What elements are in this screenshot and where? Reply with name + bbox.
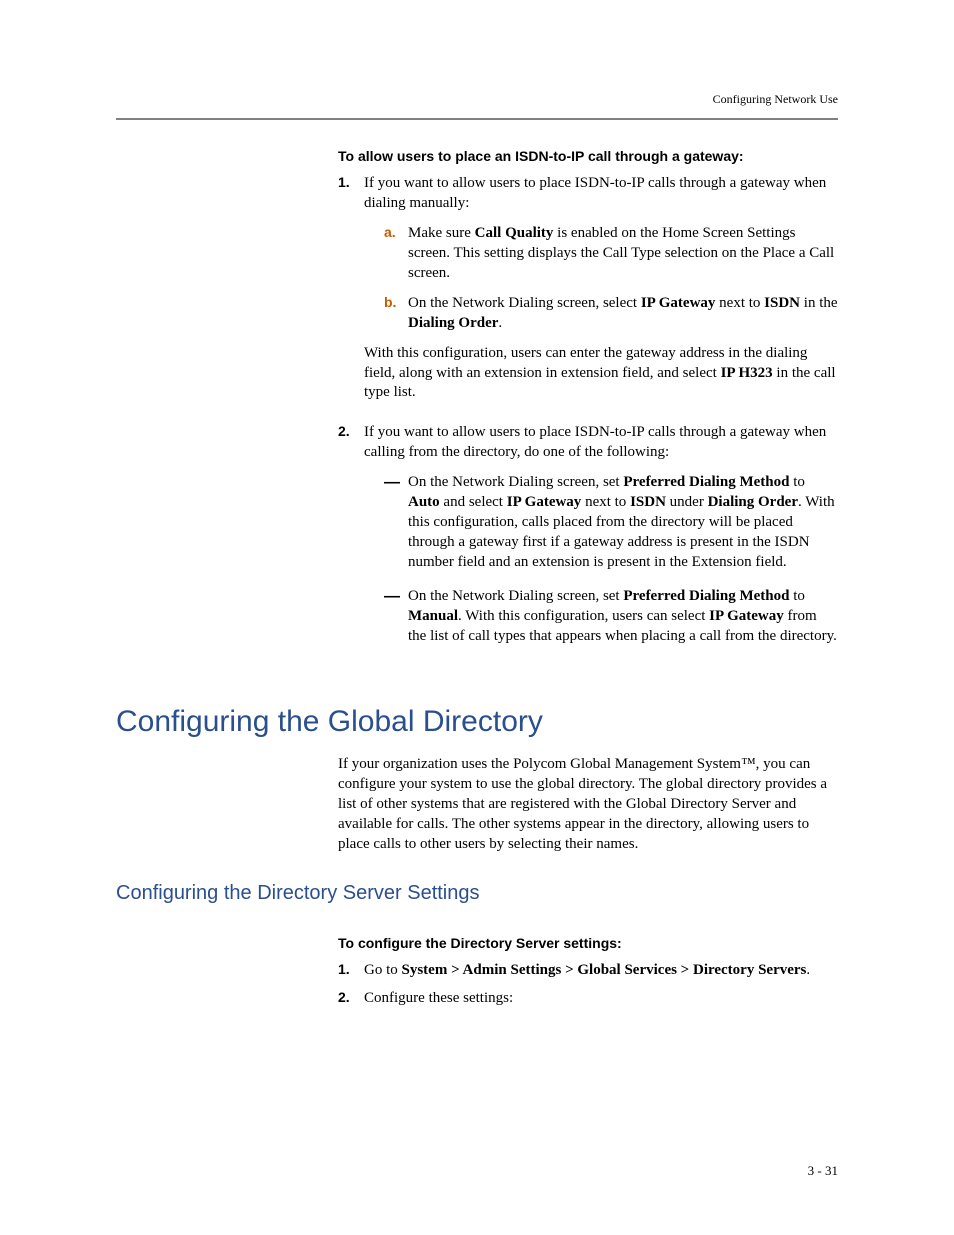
alpha-marker: b. — [384, 294, 408, 334]
list-item: — On the Network Dialing screen, set Pre… — [384, 473, 838, 573]
list-item: 2. If you want to allow users to place I… — [338, 423, 838, 660]
text: and select — [440, 494, 507, 510]
dash-body: On the Network Dialing screen, set Prefe… — [408, 473, 838, 573]
term: Auto — [408, 494, 440, 510]
content-area: To allow users to place an ISDN-to-IP ca… — [116, 148, 838, 1009]
step-body: If you want to allow users to place ISDN… — [364, 174, 838, 415]
text: next to — [715, 295, 764, 311]
term: Dialing Order — [708, 494, 798, 510]
step-number: 1. — [338, 961, 364, 981]
text: to — [789, 474, 804, 490]
page: Configuring Network Use To allow users t… — [0, 0, 954, 1235]
term: Preferred Dialing Method — [623, 474, 789, 490]
alpha-marker: a. — [384, 224, 408, 284]
term: Preferred Dialing Method — [623, 588, 789, 604]
alpha-body: Make sure Call Quality is enabled on the… — [408, 224, 838, 284]
list-item: 1. If you want to allow users to place I… — [338, 174, 838, 415]
text: Go to — [364, 962, 402, 978]
dash-marker: — — [384, 587, 408, 647]
step-number: 1. — [338, 174, 364, 415]
paragraph: If your organization uses the Polycom Gl… — [338, 755, 838, 855]
task-block-dirserver: To configure the Directory Server settin… — [338, 935, 838, 1009]
term: ISDN — [764, 295, 800, 311]
term: IP Gateway — [507, 494, 582, 510]
list-item: 2. Configure these settings: — [338, 989, 838, 1009]
text: . — [498, 315, 502, 331]
text: On the Network Dialing screen, set — [408, 588, 623, 604]
text: On the Network Dialing screen, set — [408, 474, 623, 490]
text: . With this configuration, users can sel… — [458, 608, 709, 624]
term: IP Gateway — [709, 608, 784, 624]
list-item: 1. Go to System > Admin Settings > Globa… — [338, 961, 838, 981]
page-number: 3 - 31 — [808, 1163, 838, 1179]
task-block-isdn: To allow users to place an ISDN-to-IP ca… — [338, 148, 838, 661]
text: next to — [581, 494, 630, 510]
list-item: a. Make sure Call Quality is enabled on … — [384, 224, 838, 284]
step-number: 2. — [338, 989, 364, 1009]
numbered-list: 1. Go to System > Admin Settings > Globa… — [338, 961, 838, 1009]
step-number: 2. — [338, 423, 364, 660]
list-item: — On the Network Dialing screen, set Pre… — [384, 587, 838, 647]
term: Call Quality — [475, 225, 554, 241]
running-header: Configuring Network Use — [713, 92, 838, 107]
step-body: Go to System > Admin Settings > Global S… — [364, 961, 838, 981]
dash-body: On the Network Dialing screen, set Prefe… — [408, 587, 838, 647]
text: On the Network Dialing screen, select — [408, 295, 641, 311]
step-result: With this configuration, users can enter… — [364, 344, 838, 404]
heading-1: Configuring the Global Directory — [116, 705, 838, 739]
alpha-list: a. Make sure Call Quality is enabled on … — [384, 224, 838, 334]
dash-list: — On the Network Dialing screen, set Pre… — [384, 473, 838, 647]
text: . — [806, 962, 810, 978]
text: in the — [800, 295, 838, 311]
step-intro: If you want to allow users to place ISDN… — [364, 174, 838, 214]
term: IP H323 — [721, 365, 773, 381]
term: Manual — [408, 608, 458, 624]
heading-2: Configuring the Directory Server Setting… — [116, 882, 838, 905]
dash-marker: — — [384, 473, 408, 573]
term: IP Gateway — [641, 295, 716, 311]
text: to — [789, 588, 804, 604]
task-heading: To configure the Directory Server settin… — [338, 935, 838, 951]
alpha-body: On the Network Dialing screen, select IP… — [408, 294, 838, 334]
term: ISDN — [630, 494, 666, 510]
step-intro: If you want to allow users to place ISDN… — [364, 423, 838, 463]
text: Make sure — [408, 225, 475, 241]
text: under — [666, 494, 708, 510]
term: Dialing Order — [408, 315, 498, 331]
numbered-list: 1. If you want to allow users to place I… — [338, 174, 838, 661]
step-body: Configure these settings: — [364, 989, 838, 1009]
menu-path: System > Admin Settings > Global Service… — [402, 962, 807, 978]
step-body: If you want to allow users to place ISDN… — [364, 423, 838, 660]
task-heading: To allow users to place an ISDN-to-IP ca… — [338, 148, 838, 164]
section-intro: If your organization uses the Polycom Gl… — [338, 755, 838, 855]
list-item: b. On the Network Dialing screen, select… — [384, 294, 838, 334]
header-rule — [116, 118, 838, 120]
